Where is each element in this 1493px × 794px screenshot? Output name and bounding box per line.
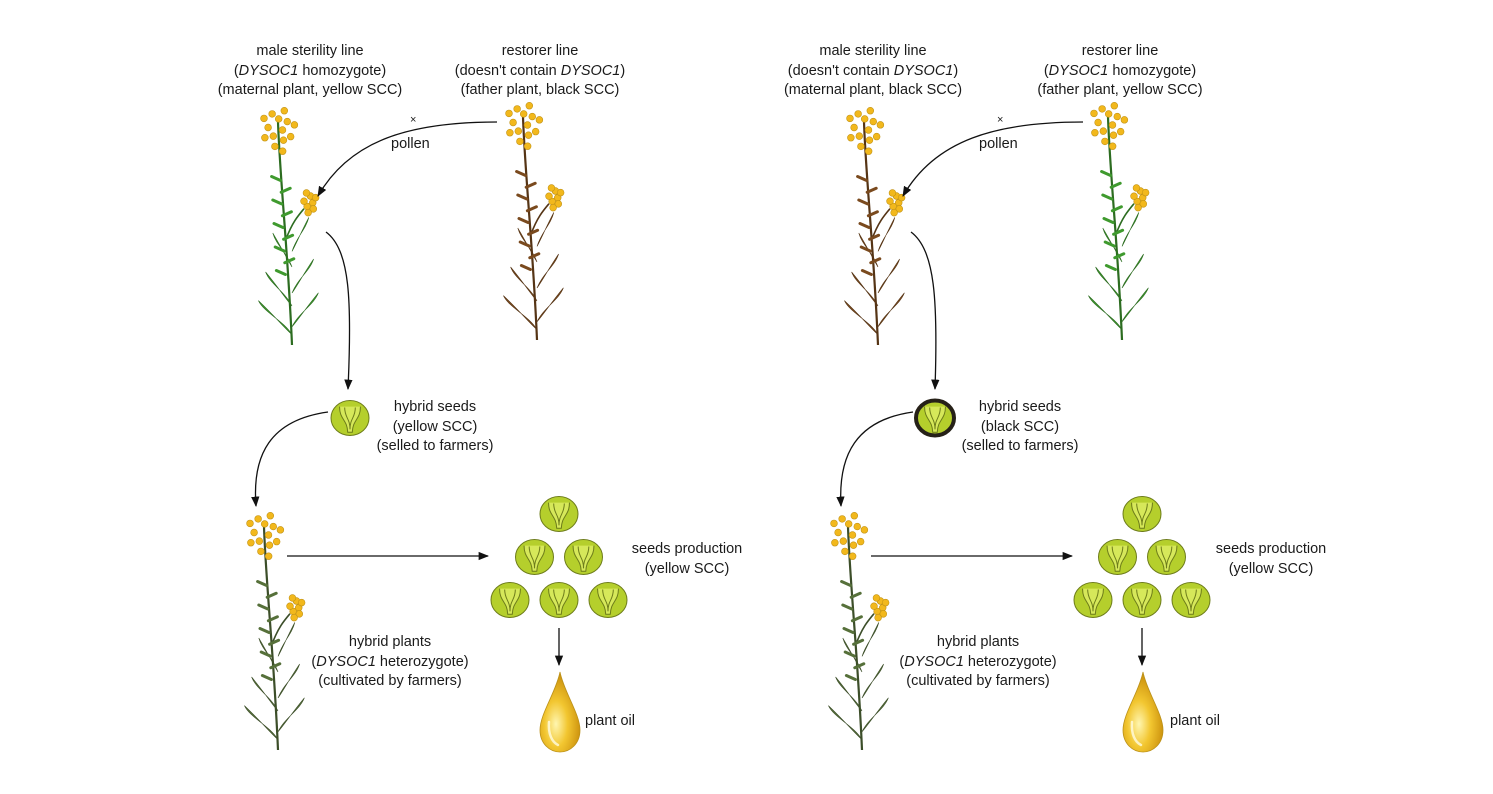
hybrid-plants-label: hybrid plants (DYSOC1 heterozygote) (cul… xyxy=(878,633,1078,692)
label-line: (yellow SCC) xyxy=(1228,560,1314,577)
label-line: hybrid seeds xyxy=(393,399,477,415)
hybrid-plants-label: hybrid plants (DYSOC1 heterozygote) (cul… xyxy=(290,633,490,692)
label-line: (father plant, yellow SCC) xyxy=(1037,82,1203,98)
cross-symbol: × xyxy=(997,114,1004,126)
text-part: ( xyxy=(233,62,239,79)
oil-drop-icon xyxy=(539,671,581,753)
plant-oil-label: plant oil xyxy=(1170,713,1220,729)
label-line: (doesn't contain DYSOC1) xyxy=(743,62,1003,82)
male-sterility-plant-icon xyxy=(258,107,320,346)
label-line: (black SCC) xyxy=(980,418,1060,435)
label-line: hybrid seeds xyxy=(978,399,1062,415)
label-line: (DYSOC1 heterozygote) xyxy=(878,653,1078,673)
oil-drop-icon xyxy=(1122,671,1164,753)
label-line: (DYSOC1 homozygote) xyxy=(990,62,1250,82)
label-line: (yellow SCC) xyxy=(392,418,478,435)
text-part: homozygote) xyxy=(1108,62,1197,79)
gene-name: DYSOC1 xyxy=(316,653,376,670)
label-line: (DYSOC1 homozygote) xyxy=(180,62,440,82)
label-line: (maternal plant, yellow SCC) xyxy=(217,82,403,98)
cross-to-seed-arrow xyxy=(910,231,940,391)
text-part: ( xyxy=(1043,62,1049,79)
label-line: (selled to farmers) xyxy=(961,438,1079,454)
label-line: seeds production xyxy=(631,541,743,557)
label-line: restorer line xyxy=(501,43,579,59)
seeds-production-icon xyxy=(490,496,628,618)
hybrid-plant-icon xyxy=(828,512,890,751)
text-part: heterozygote) xyxy=(375,653,469,670)
label-line: hybrid plants xyxy=(936,634,1020,650)
seeds-production-label: seeds production (yellow SCC) xyxy=(1196,540,1346,579)
text-part: ) xyxy=(620,62,626,79)
pollen-arrow xyxy=(902,121,1084,197)
gene-name: DYSOC1 xyxy=(560,62,621,79)
hybrid-seeds-label: hybrid seeds (black SCC) (selled to farm… xyxy=(940,398,1100,457)
text-part: ) xyxy=(953,62,959,79)
cross-symbol: × xyxy=(410,114,417,126)
text-part: ( xyxy=(311,653,317,670)
male-sterility-line-label: male sterility line (DYSOC1 homozygote) … xyxy=(180,42,440,101)
pollen-label: pollen xyxy=(979,136,1018,152)
label-line: (DYSOC1 heterozygote) xyxy=(290,653,490,673)
label-line: (maternal plant, black SCC) xyxy=(783,82,963,98)
label-line: male sterility line xyxy=(819,43,927,59)
hybrid-seed-icon xyxy=(914,398,956,438)
gene-name: DYSOC1 xyxy=(893,62,954,79)
label-line: (selled to farmers) xyxy=(376,438,494,454)
seed-to-plant-arrow xyxy=(836,411,914,508)
restorer-line-label: restorer line (DYSOC1 homozygote) (fathe… xyxy=(990,42,1250,101)
label-line: (doesn't contain DYSOC1) xyxy=(410,62,670,82)
male-sterility-plant-icon xyxy=(844,107,906,346)
label-line: male sterility line xyxy=(256,43,364,59)
gene-name: DYSOC1 xyxy=(904,653,964,670)
male-sterility-line-label: male sterility line (doesn't contain DYS… xyxy=(743,42,1003,101)
text-part: (doesn't contain xyxy=(454,62,561,79)
label-line: (cultivated by farmers) xyxy=(318,673,462,689)
hybrid-plant-icon xyxy=(244,512,306,751)
label-line: restorer line xyxy=(1081,43,1159,59)
pollen-arrow xyxy=(317,121,498,197)
hybrid-seeds-label: hybrid seeds (yellow SCC) (selled to far… xyxy=(355,398,515,457)
hybrid-seed-icon xyxy=(330,400,370,436)
cross-to-seed-arrow xyxy=(325,231,353,391)
plant-oil-label: plant oil xyxy=(585,713,635,729)
gene-name: DYSOC1 xyxy=(1048,62,1109,79)
restorer-plant-icon xyxy=(1088,102,1150,341)
seed-to-plant-arrow xyxy=(251,411,329,508)
label-line: (father plant, black SCC) xyxy=(460,82,620,98)
label-line: seeds production xyxy=(1215,541,1327,557)
pollen-label: pollen xyxy=(391,136,430,152)
text-part: (doesn't contain xyxy=(787,62,894,79)
gene-name: DYSOC1 xyxy=(238,62,299,79)
seeds-production-label: seeds production (yellow SCC) xyxy=(612,540,762,579)
text-part: ( xyxy=(899,653,905,670)
text-part: heterozygote) xyxy=(963,653,1057,670)
label-line: (cultivated by farmers) xyxy=(906,673,1050,689)
text-part: homozygote) xyxy=(298,62,387,79)
restorer-line-label: restorer line (doesn't contain DYSOC1) (… xyxy=(410,42,670,101)
label-line: hybrid plants xyxy=(348,634,432,650)
restorer-plant-icon xyxy=(503,102,565,341)
seeds-production-icon xyxy=(1073,496,1211,618)
label-line: (yellow SCC) xyxy=(644,560,730,577)
